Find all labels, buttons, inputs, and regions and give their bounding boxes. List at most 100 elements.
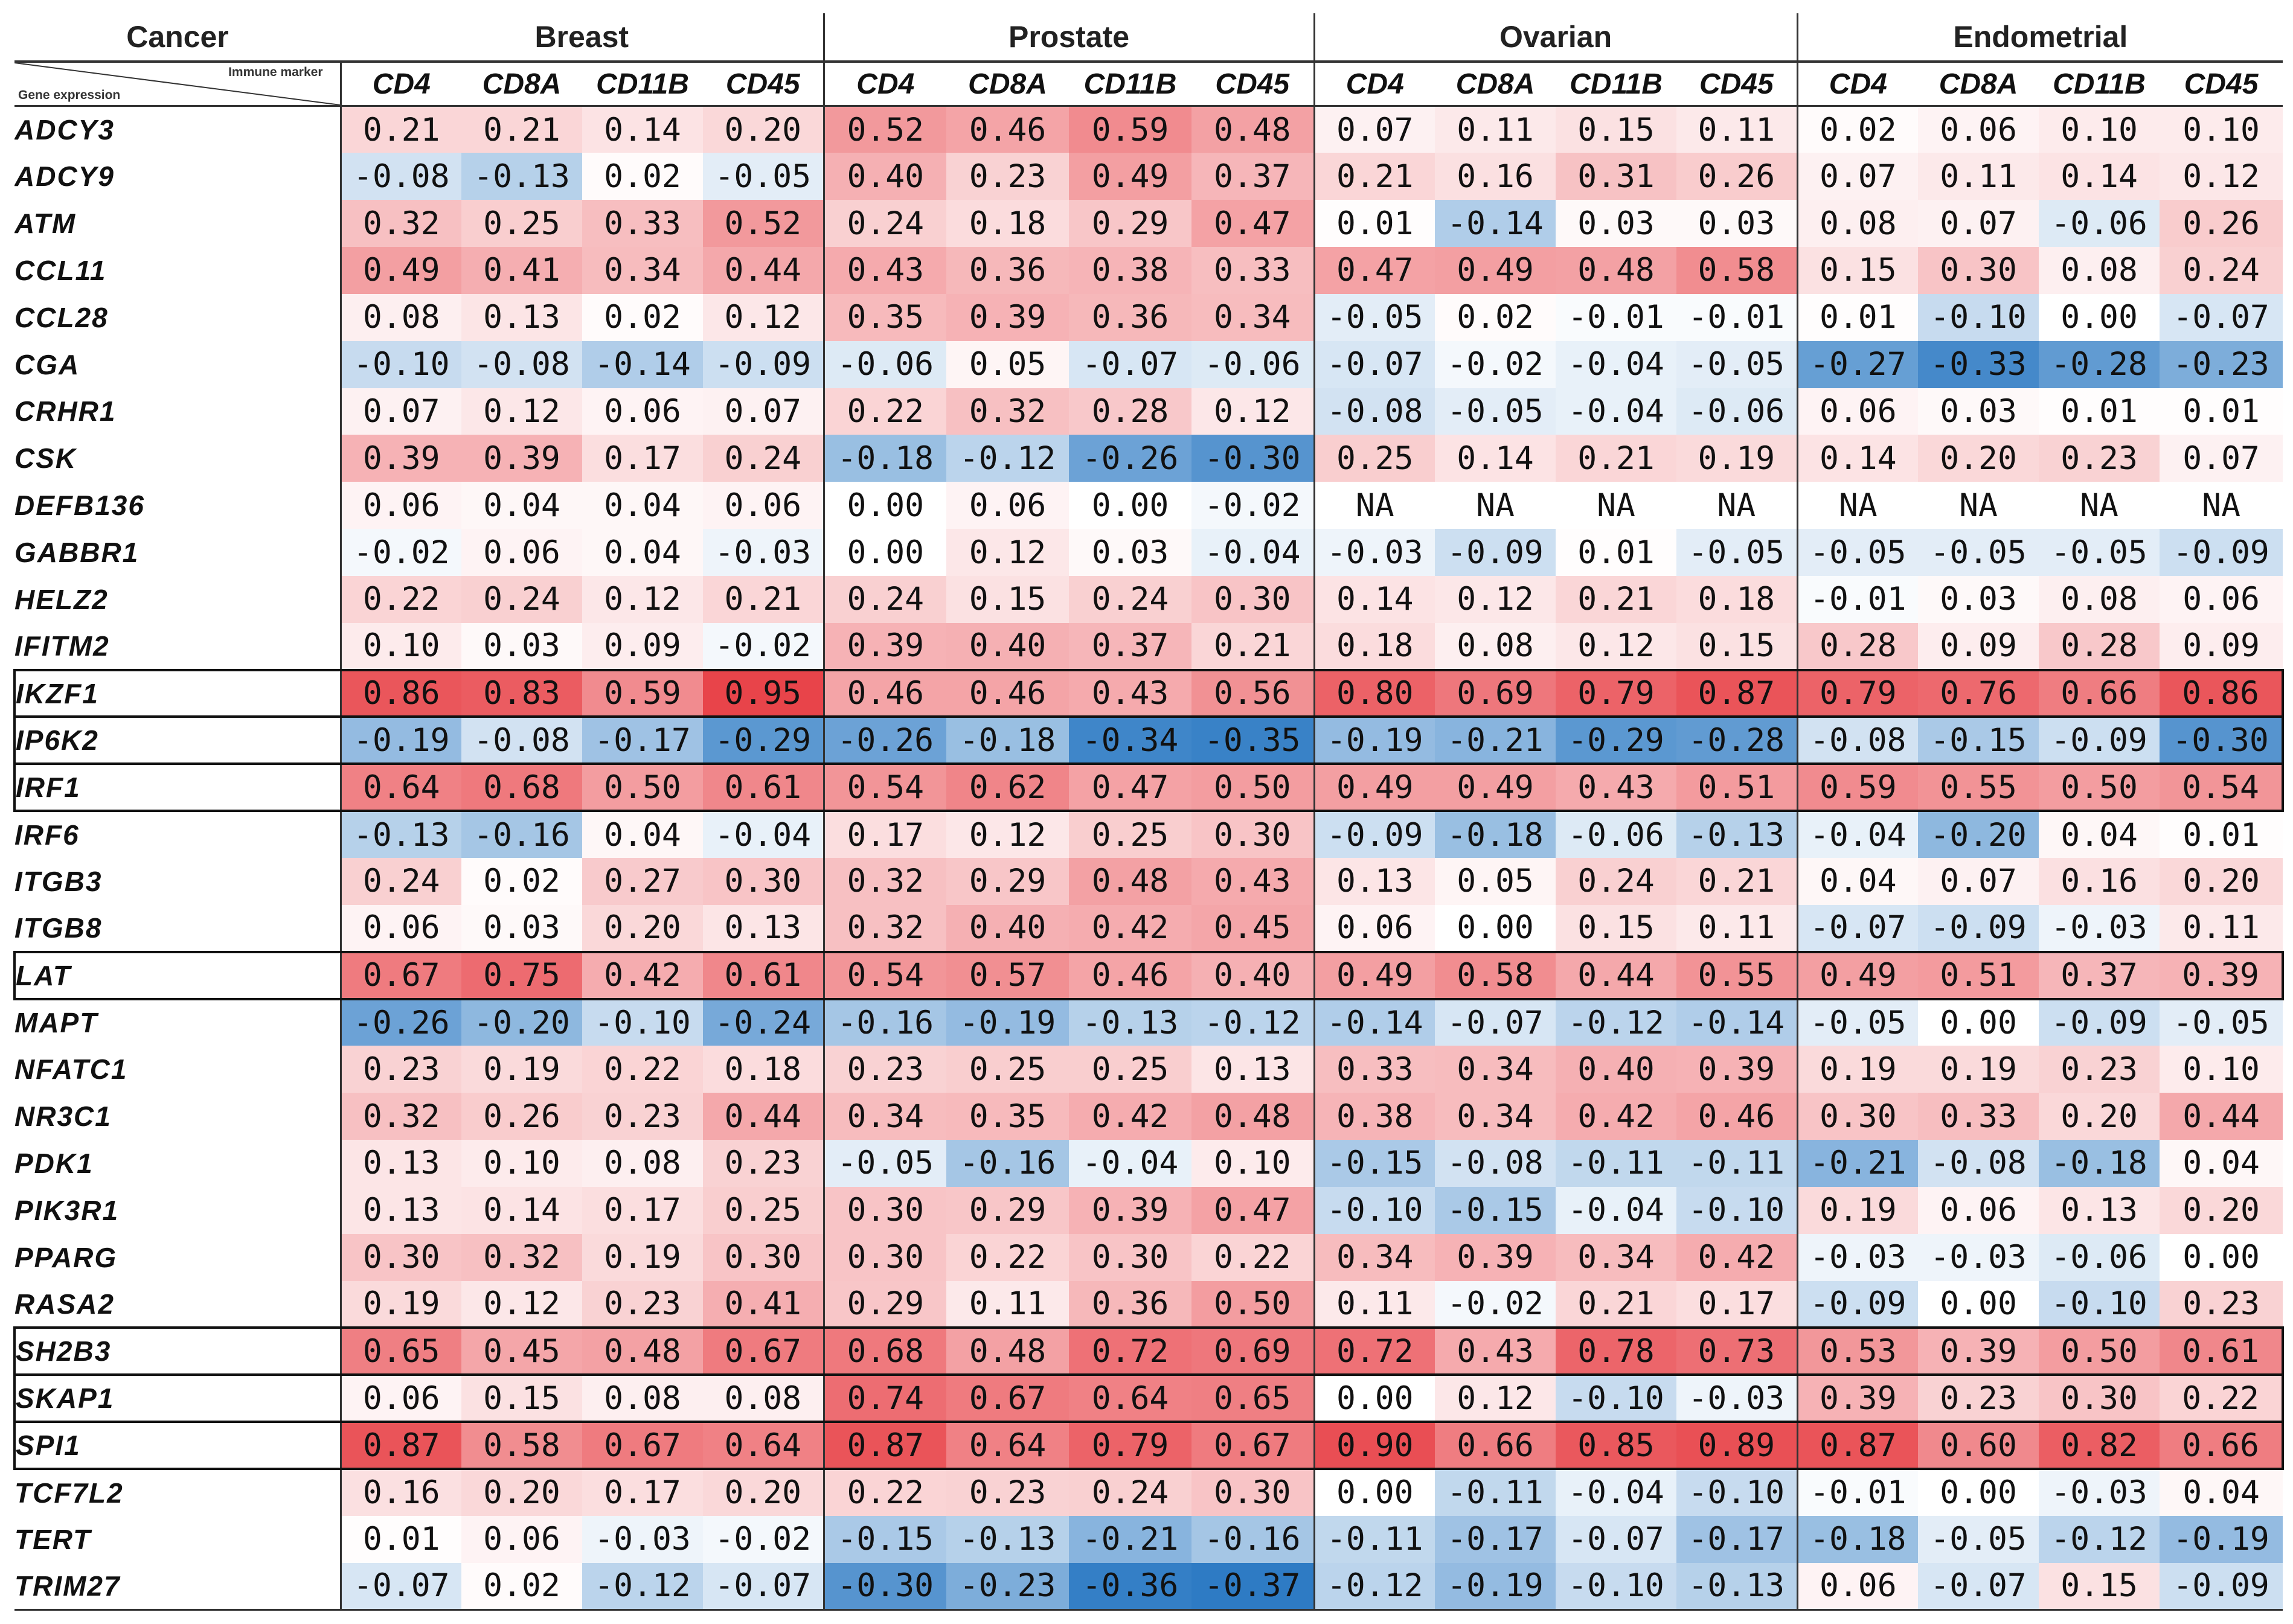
value-cell: -0.19 — [339, 715, 461, 766]
gene-label: ITGB3 — [14, 858, 342, 905]
value-cell: -0.09 — [2160, 1562, 2283, 1611]
value-cell: 0.09 — [2160, 622, 2283, 670]
value-cell: 0.13 — [1313, 858, 1435, 905]
value-cell: 0.29 — [1069, 200, 1192, 248]
value-cell: 0.34 — [1556, 1233, 1677, 1281]
value-cell: 0.28 — [1796, 622, 1919, 670]
value-cell: 0.49 — [339, 247, 461, 294]
value-cell: 0.04 — [582, 482, 703, 529]
value-cell: -0.16 — [461, 811, 582, 858]
value-cell: 0.38 — [1069, 247, 1192, 294]
marker-header-breast-cd4: CD4 — [339, 62, 461, 107]
marker-header-prostate-cd11b: CD11B — [1069, 62, 1192, 107]
immune-marker-label: Immune marker — [228, 65, 323, 79]
value-cell: 0.25 — [1313, 435, 1435, 482]
value-cell: -0.09 — [1435, 529, 1556, 576]
value-cell: -0.04 — [1191, 529, 1315, 576]
marker-header-ovarian-cd8a: CD8A — [1435, 62, 1556, 107]
gene-label: IFITM2 — [14, 622, 342, 670]
value-cell: 0.50 — [1191, 1280, 1315, 1328]
value-cell: 0.13 — [461, 293, 582, 341]
table-row: IKZF1 0.86 0.83 0.59 0.95 0.46 0.46 0.43 0.56 0.8… — [13, 668, 2285, 718]
value-cell: -0.10 — [1676, 1468, 1798, 1516]
value-cell: 0.06 — [703, 482, 824, 529]
value-cell: 0.64 — [339, 762, 461, 813]
value-cell: 0.11 — [1918, 153, 2039, 200]
marker-header-endometrial-cd11b: CD11B — [2039, 62, 2160, 107]
value-cell: 0.09 — [1918, 622, 2039, 670]
value-cell: 0.42 — [1069, 1093, 1192, 1140]
value-cell: -0.10 — [1918, 293, 2039, 341]
value-cell: 0.08 — [1435, 622, 1556, 670]
value-cell: 0.07 — [1918, 200, 2039, 248]
table-row: SPI1 0.87 0.58 0.67 0.64 0.87 0.64 0.79 0.67 0.90… — [13, 1421, 2285, 1470]
value-cell: 0.59 — [582, 668, 703, 718]
value-cell: 0.17 — [1676, 1280, 1798, 1328]
value-cell: 0.34 — [1435, 1046, 1556, 1093]
value-cell: -0.05 — [1313, 293, 1435, 341]
table-row: LAT 0.67 0.75 0.42 0.61 0.54 0.57 0.46 0.40 0.49 0… — [13, 950, 2285, 1000]
value-cell: -0.04 — [1796, 811, 1919, 858]
value-cell: 0.48 — [582, 1326, 703, 1376]
value-cell: 0.22 — [2160, 1373, 2285, 1424]
value-cell: -0.03 — [582, 1515, 703, 1563]
value-cell: 0.30 — [823, 1233, 947, 1281]
value-cell: 0.78 — [1556, 1326, 1677, 1376]
value-cell: 0.49 — [1435, 247, 1556, 294]
value-cell: -0.13 — [1676, 1562, 1798, 1611]
value-cell: 0.32 — [823, 858, 947, 905]
gene-label: ITGB8 — [14, 904, 342, 952]
value-cell: -0.03 — [2039, 904, 2160, 952]
correlation-heatmap-table: Cancer Breast Prostate Ovarian Endometri… — [13, 13, 2285, 1611]
value-cell: 0.07 — [339, 388, 461, 435]
table-row: SKAP1 0.06 0.15 0.08 0.08 0.74 0.67 0.64 0.65 0.0… — [13, 1373, 2285, 1424]
value-cell: -0.17 — [1676, 1515, 1798, 1563]
value-cell: 0.59 — [1796, 762, 1919, 813]
value-cell: 0.07 — [2160, 435, 2283, 482]
table-row: ATM 0.32 0.25 0.33 0.52 0.24 0.18 0.29 0.47 0.01-… — [14, 200, 2283, 248]
value-cell: -0.10 — [1313, 1186, 1435, 1234]
value-cell: 0.03 — [1918, 575, 2039, 623]
value-cell: 0.64 — [703, 1421, 824, 1470]
value-cell: 0.26 — [2160, 200, 2283, 248]
value-cell: -0.01 — [1796, 575, 1919, 623]
value-cell: 0.01 — [1556, 529, 1677, 576]
value-cell: 0.23 — [823, 1046, 947, 1093]
value-cell: -0.12 — [1313, 1562, 1435, 1611]
value-cell: 0.10 — [339, 622, 461, 670]
value-cell: -0.08 — [461, 340, 582, 388]
value-cell: 0.04 — [582, 529, 703, 576]
value-cell: 0.08 — [1796, 200, 1919, 248]
value-cell: -0.16 — [1191, 1515, 1315, 1563]
value-cell: 0.12 — [946, 811, 1070, 858]
value-cell: 0.06 — [582, 388, 703, 435]
value-cell: 0.11 — [1676, 904, 1798, 952]
marker-header-endometrial-cd45: CD45 — [2160, 62, 2283, 107]
value-cell: 0.55 — [1918, 762, 2039, 813]
value-cell: 0.30 — [339, 1233, 461, 1281]
table-row: ITGB3 0.24 0.02 0.27 0.30 0.32 0.29 0.48 0.43 0.1… — [14, 858, 2283, 905]
value-cell: 0.08 — [703, 1373, 824, 1424]
value-cell: 0.37 — [1191, 153, 1315, 200]
value-cell: 0.49 — [1313, 762, 1435, 813]
value-cell: -0.05 — [703, 153, 824, 200]
value-cell: 0.03 — [461, 622, 582, 670]
value-cell: 0.42 — [1676, 1233, 1798, 1281]
value-cell: NA — [1435, 482, 1556, 529]
gene-label: ATM — [14, 200, 342, 248]
value-cell: 0.39 — [1676, 1046, 1798, 1093]
group-header-prostate: Prostate — [823, 13, 1315, 63]
table-row: CRHR1 0.07 0.12 0.06 0.07 0.22 0.32 0.28 0.12 -0.… — [14, 388, 2283, 435]
value-cell: 0.20 — [703, 1468, 824, 1516]
value-cell: 0.06 — [946, 482, 1070, 529]
gene-label: HELZ2 — [14, 575, 342, 623]
value-cell: -0.12 — [582, 1562, 703, 1611]
value-cell: 0.30 — [1918, 247, 2039, 294]
value-cell: 0.12 — [1435, 575, 1556, 623]
value-cell: 0.39 — [461, 435, 582, 482]
value-cell: 0.50 — [582, 762, 703, 813]
value-cell: 0.19 — [1918, 1046, 2039, 1093]
value-cell: -0.02 — [1435, 340, 1556, 388]
value-cell: -0.13 — [1069, 999, 1192, 1046]
table-row: IFITM2 0.10 0.03 0.09 -0.02 0.39 0.40 0.37 0.21 0… — [14, 622, 2283, 670]
